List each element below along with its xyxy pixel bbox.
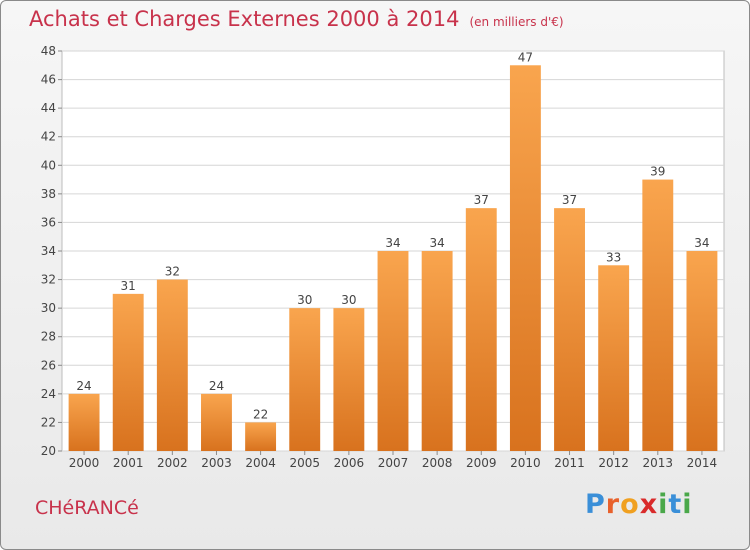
- bar: [112, 293, 144, 451]
- y-tick-label: 26: [41, 358, 56, 372]
- y-tick-label: 24: [41, 387, 56, 401]
- bar-value-label: 34: [694, 236, 709, 250]
- bar-value-label: 34: [429, 236, 444, 250]
- x-tick-label: 2004: [245, 456, 276, 470]
- bar: [509, 65, 541, 452]
- bar: [554, 208, 585, 451]
- x-tick-label: 2013: [643, 456, 674, 470]
- x-tick-label: 2001: [113, 456, 144, 470]
- brand-letter: o: [620, 489, 640, 520]
- bar: [686, 251, 718, 451]
- bar: [156, 279, 188, 451]
- chart-title-unit: (en milliers d'€): [469, 15, 564, 29]
- brand-letter: P: [585, 489, 606, 520]
- brand-letter: x: [639, 489, 659, 520]
- x-tick-label: 2012: [598, 456, 629, 470]
- y-tick-label: 32: [41, 273, 56, 287]
- brand-logo[interactable]: Proxiti: [585, 489, 693, 520]
- y-tick-label: 38: [41, 187, 56, 201]
- bar: [377, 251, 409, 451]
- bar: [642, 179, 674, 452]
- chart-title: Achats et Charges Externes 2000 à 2014 (e…: [29, 7, 564, 31]
- y-axis-ticks: 20 22 24 26 28 30 32 34 36 38 40 42 44 46 48: [41, 44, 62, 458]
- bar: [465, 208, 497, 451]
- brand-letter: i: [682, 489, 693, 520]
- x-tick-label: 2014: [687, 456, 718, 470]
- bar-value-label: 37: [474, 193, 489, 207]
- y-tick-label: 30: [41, 301, 56, 315]
- x-tick-label: 2002: [157, 456, 188, 470]
- bar: [333, 308, 365, 451]
- y-tick-label: 40: [41, 158, 56, 172]
- bar: [421, 251, 453, 451]
- bar-value-label: 47: [518, 50, 533, 64]
- x-tick-label: 2009: [466, 456, 497, 470]
- bar: [68, 393, 100, 451]
- x-tick-label: 2007: [378, 456, 409, 470]
- y-tick-label: 48: [41, 44, 56, 58]
- bar: [201, 393, 232, 451]
- x-tick-label: 2000: [69, 456, 100, 470]
- x-tick-label: 2005: [289, 456, 320, 470]
- x-tick-label: 2011: [554, 456, 585, 470]
- y-tick-label: 42: [41, 130, 56, 144]
- bar-value-label: 37: [562, 193, 577, 207]
- brand-letter: t: [668, 489, 683, 520]
- x-tick-label: 2010: [510, 456, 541, 470]
- brand-letter: r: [605, 489, 621, 520]
- y-tick-label: 20: [41, 444, 56, 458]
- bar-value-label: 39: [650, 165, 665, 179]
- x-tick-label: 2008: [422, 456, 453, 470]
- bar-value-label: 24: [76, 379, 91, 393]
- y-tick-label: 22: [41, 415, 56, 429]
- x-tick-label: 2003: [201, 456, 232, 470]
- y-tick-label: 44: [41, 101, 56, 115]
- bar-value-label: 22: [253, 407, 268, 421]
- bar-value-label: 30: [297, 293, 312, 307]
- y-tick-label: 36: [41, 215, 56, 229]
- y-tick-label: 46: [41, 73, 56, 87]
- brand-letter: i: [658, 489, 669, 520]
- y-tick-label: 28: [41, 330, 56, 344]
- bar: [245, 422, 277, 451]
- bar-value-label: 31: [121, 279, 136, 293]
- y-tick-label: 34: [41, 244, 56, 258]
- x-axis-ticks: 2000 2001 2002 2003 2004 2005 2006 2007 2008 2009…: [69, 451, 717, 470]
- commune-name: CHéRANCé: [35, 497, 139, 519]
- x-tick-label: 2006: [334, 456, 365, 470]
- bar-value-label: 32: [165, 265, 180, 279]
- bar-value-label: 24: [209, 379, 224, 393]
- bars: 24 31 32 24 22 30 30 34 34 37 47 37 33 39 34: [68, 50, 718, 452]
- bar-value-label: 30: [341, 293, 356, 307]
- bar-value-label: 34: [385, 236, 400, 250]
- bar: [598, 265, 630, 451]
- bar: [289, 308, 321, 451]
- bar-value-label: 33: [606, 250, 621, 264]
- chart-title-text: Achats et Charges Externes 2000 à 2014: [29, 7, 460, 31]
